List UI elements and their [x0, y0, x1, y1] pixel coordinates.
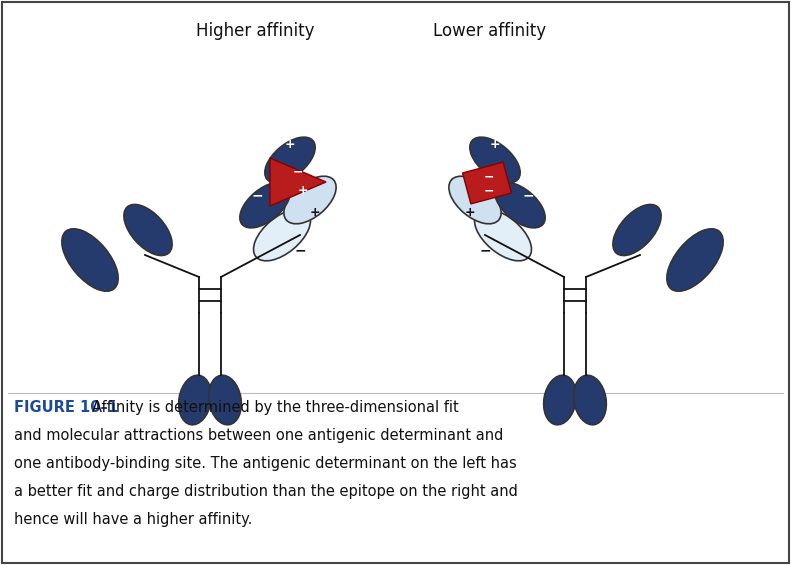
Text: −: − [294, 243, 306, 257]
Ellipse shape [470, 137, 520, 183]
Text: −: − [479, 243, 490, 257]
Polygon shape [463, 162, 512, 204]
Text: +: + [310, 206, 320, 219]
Ellipse shape [62, 229, 118, 291]
Ellipse shape [179, 375, 211, 425]
Text: −: − [522, 188, 534, 202]
Ellipse shape [253, 209, 311, 261]
Text: +: + [285, 138, 295, 151]
Text: hence will have a higher affinity.: hence will have a higher affinity. [14, 512, 252, 527]
Ellipse shape [495, 182, 545, 228]
Text: FIGURE 10–1: FIGURE 10–1 [14, 400, 118, 415]
Ellipse shape [265, 137, 315, 183]
Text: Lower affinity: Lower affinity [433, 22, 547, 40]
Ellipse shape [475, 209, 532, 261]
Text: one antibody-binding site. The antigenic determinant on the left has: one antibody-binding site. The antigenic… [14, 456, 517, 471]
Text: +: + [490, 138, 501, 151]
Text: −: − [484, 171, 494, 184]
Text: and molecular attractions between one antigenic determinant and: and molecular attractions between one an… [14, 428, 503, 443]
Polygon shape [270, 158, 326, 206]
Text: −: − [484, 185, 494, 198]
Text: +: + [297, 184, 308, 197]
Text: Affinity is determined by the three-dimensional fit: Affinity is determined by the three-dime… [92, 400, 459, 415]
Ellipse shape [613, 205, 661, 255]
Ellipse shape [543, 375, 577, 425]
Text: a better fit and charge distribution than the epitope on the right and: a better fit and charge distribution tha… [14, 484, 518, 499]
Ellipse shape [573, 375, 607, 425]
Ellipse shape [124, 205, 172, 255]
Ellipse shape [448, 176, 501, 224]
Ellipse shape [284, 176, 336, 224]
Text: −: − [252, 188, 263, 202]
Text: Higher affinity: Higher affinity [195, 22, 314, 40]
Text: +: + [464, 206, 475, 219]
Ellipse shape [209, 375, 241, 425]
Ellipse shape [667, 229, 723, 291]
Ellipse shape [240, 182, 290, 228]
Text: −: − [293, 166, 303, 179]
